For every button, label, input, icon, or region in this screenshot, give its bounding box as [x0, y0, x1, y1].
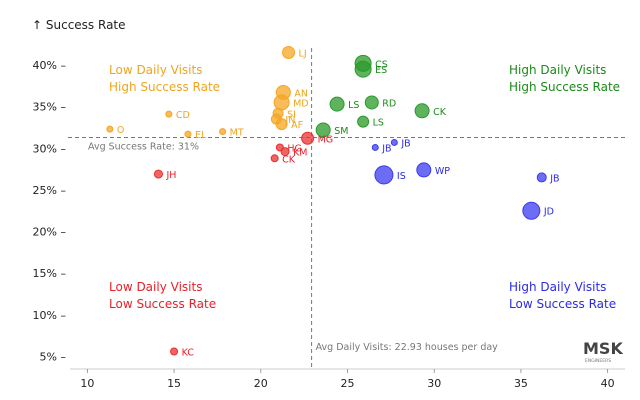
- data-point: [270, 154, 279, 163]
- data-point-label: JD: [543, 207, 554, 218]
- data-point-label: JB: [549, 173, 559, 184]
- data-point: [275, 118, 288, 131]
- data-point-label: KM: [293, 148, 307, 159]
- data-point-label: SI: [287, 109, 296, 120]
- logo-text: MSK: [583, 339, 623, 358]
- data-point-label: AF: [291, 120, 303, 131]
- quadrant-label-line1: High Daily Visits: [509, 280, 606, 294]
- data-point: [106, 125, 114, 133]
- x-tick-label: 40: [601, 377, 615, 390]
- quadrant-label-line2: High Success Rate: [509, 80, 620, 94]
- data-point-label: LJ: [299, 48, 307, 59]
- data-point: [170, 347, 179, 356]
- data-point-label: MG: [318, 134, 334, 145]
- data-point-label: JH: [165, 170, 176, 181]
- quadrant-label-line1: High Daily Visits: [509, 63, 606, 77]
- x-tick-label: 10: [80, 377, 94, 390]
- data-point: [280, 147, 290, 157]
- data-point: [153, 169, 163, 179]
- data-point: [354, 60, 372, 78]
- data-point-label: CS: [375, 59, 388, 70]
- data-point-label: CD: [176, 110, 190, 121]
- data-point-label: O: [117, 125, 124, 136]
- x-tick-label: 35: [514, 377, 528, 390]
- data-point: [357, 115, 370, 128]
- data-point: [522, 201, 541, 220]
- y-tick-label: 10% –: [33, 309, 66, 322]
- data-point: [184, 130, 192, 138]
- data-point-label: RD: [382, 98, 396, 109]
- quadrant-label-line2: Low Success Rate: [109, 297, 216, 311]
- data-point: [371, 143, 379, 151]
- data-point-label: LS: [348, 100, 359, 111]
- data-point: [364, 95, 379, 110]
- data-point-label: JB: [381, 143, 391, 154]
- data-point: [219, 128, 227, 136]
- logo: MSK ENGINEERS: [583, 339, 623, 364]
- quadrant-label-line2: Low Success Rate: [509, 297, 616, 311]
- y-axis-title: ↑ Success Rate: [32, 18, 126, 32]
- data-point-label: AN: [294, 88, 308, 99]
- y-tick-label: 15% –: [33, 267, 66, 280]
- y-tick-label: 30% –: [33, 142, 66, 155]
- data-point: [282, 45, 296, 59]
- y-tick-label: 20% –: [33, 226, 66, 239]
- x-axis-ticks: 10 15 20 25 30 35 40: [80, 369, 615, 390]
- data-point-label: WP: [435, 166, 450, 177]
- data-point: [536, 172, 547, 183]
- avg-daily-visits-label: Avg Daily Visits: 22.93 houses per day: [316, 342, 499, 353]
- avg-success-rate-label: Avg Success Rate: 31%: [88, 141, 199, 152]
- x-tick-label: 20: [254, 377, 268, 390]
- data-point: [414, 103, 430, 119]
- data-point-label: MT: [230, 128, 244, 139]
- data-point: [273, 94, 290, 111]
- data-point-label: HG: [287, 143, 302, 154]
- x-tick-label: 25: [341, 377, 355, 390]
- y-tick-label: 5% –: [40, 351, 66, 364]
- data-point: [329, 96, 345, 112]
- quadrant-labels: Low Daily Visits High Success Rate High Da…: [109, 63, 620, 311]
- data-point-label: CK: [282, 154, 296, 165]
- data-point: [315, 122, 331, 138]
- y-tick-label: 35% –: [33, 101, 66, 114]
- quadrant-label-line1: Low Daily Visits: [109, 63, 202, 77]
- quadrant-label-line1: Low Daily Visits: [109, 280, 202, 294]
- y-axis-ticks: 5% – 10% – 15% – 20% – 25% – 30% – 35% – 40% –: [33, 59, 66, 364]
- x-tick-label: 30: [427, 377, 441, 390]
- x-tick-label: 15: [167, 377, 181, 390]
- y-tick-label: 25% –: [33, 184, 66, 197]
- data-point: [165, 110, 173, 118]
- data-point-label: MD: [293, 98, 309, 109]
- data-point-label: CK: [433, 107, 447, 118]
- logo-subtext: ENGINEERS: [585, 358, 611, 364]
- data-point-label: EL: [195, 130, 207, 141]
- data-point-label: LS: [373, 118, 384, 129]
- data-point: [301, 131, 315, 145]
- data-point-label: ES: [375, 65, 387, 76]
- quadrant-label-line2: High Success Rate: [109, 80, 220, 94]
- data-point: [390, 138, 398, 146]
- data-point-label: IS: [397, 171, 406, 182]
- data-point-label: SM: [334, 126, 348, 137]
- data-point-label: JB: [400, 138, 410, 149]
- data-point: [416, 162, 432, 178]
- data-point: [374, 165, 394, 185]
- plot-area: 5% –10% –15% –20% –25% –30% –35% –40% – …: [32, 18, 625, 390]
- data-point-label: KC: [182, 348, 195, 359]
- data-point-label: JN: [284, 115, 295, 126]
- y-tick-label: 40% –: [33, 59, 66, 72]
